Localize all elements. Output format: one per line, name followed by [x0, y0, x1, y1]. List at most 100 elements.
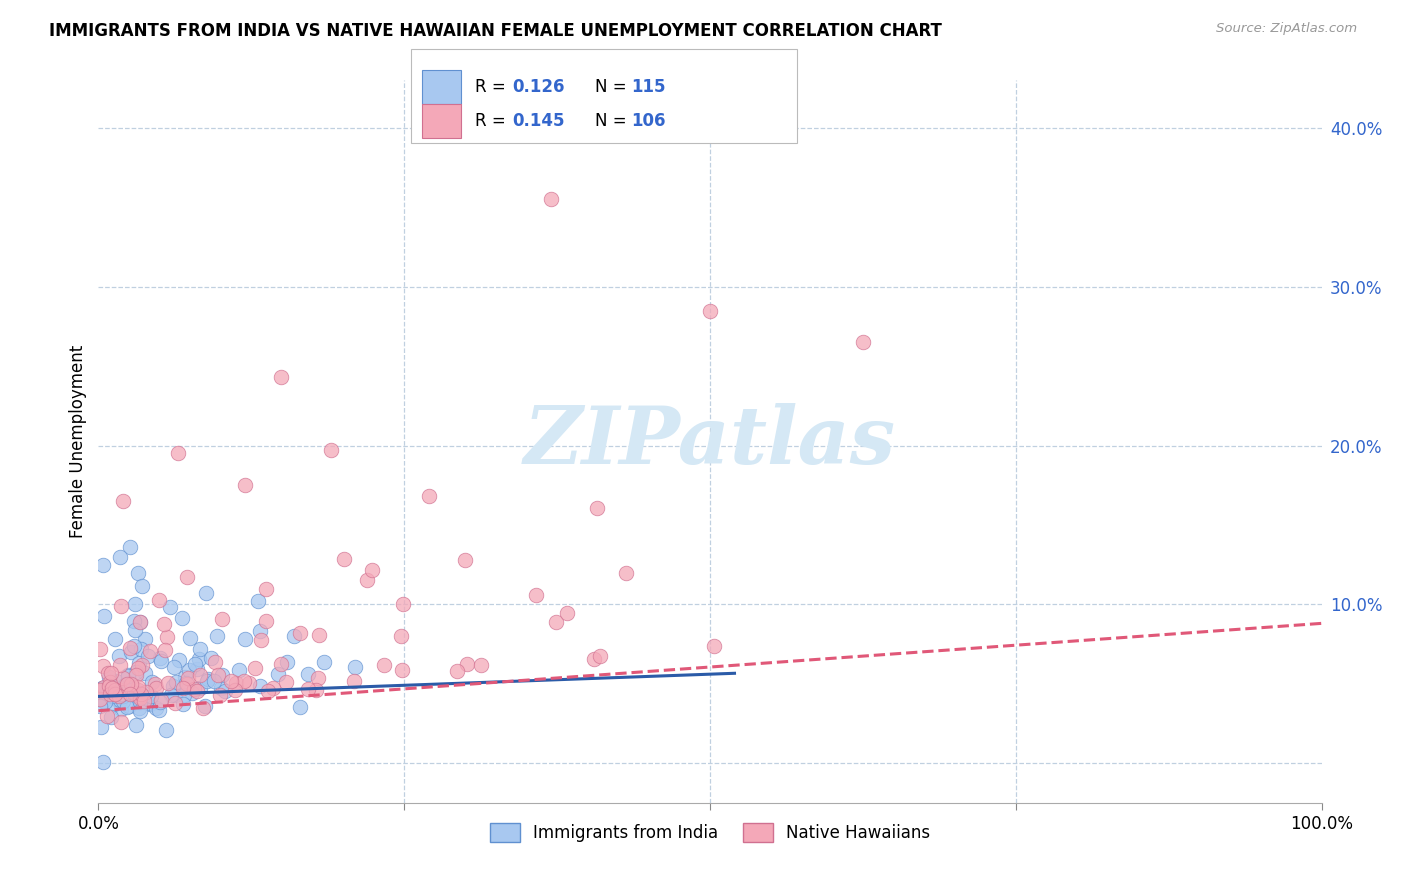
- Point: [157, 676, 180, 690]
- Point: [120, 687, 142, 701]
- Point: [132, 693, 155, 707]
- Point: [209, 681, 232, 696]
- Point: [111, 671, 134, 685]
- Point: [129, 687, 152, 701]
- Point: [207, 667, 229, 681]
- Point: [121, 677, 143, 691]
- Point: [110, 599, 132, 614]
- Point: [117, 667, 139, 681]
- Point: [262, 681, 284, 695]
- Point: [145, 700, 167, 714]
- Point: [97, 684, 120, 698]
- Point: [202, 674, 225, 689]
- Point: [131, 690, 153, 705]
- Point: [91, 755, 114, 769]
- Point: [167, 653, 190, 667]
- Point: [186, 684, 208, 698]
- Point: [852, 335, 875, 350]
- Point: [149, 651, 172, 665]
- Point: [163, 697, 186, 711]
- Point: [145, 681, 167, 695]
- Point: [129, 641, 152, 656]
- Point: [163, 660, 186, 674]
- Point: [108, 692, 131, 706]
- Legend: Immigrants from India, Native Hawaiians: Immigrants from India, Native Hawaiians: [482, 816, 938, 848]
- Point: [373, 658, 395, 673]
- Point: [136, 696, 159, 710]
- Point: [297, 682, 319, 697]
- Point: [333, 552, 356, 566]
- Point: [254, 582, 277, 596]
- Point: [150, 693, 173, 707]
- Point: [97, 686, 120, 700]
- Point: [124, 597, 146, 611]
- Point: [225, 675, 247, 690]
- Point: [589, 649, 612, 664]
- Point: [162, 679, 184, 693]
- Point: [224, 683, 246, 698]
- Point: [454, 553, 477, 567]
- Point: [89, 641, 111, 656]
- Point: [128, 701, 150, 715]
- Point: [127, 660, 149, 674]
- Text: IMMIGRANTS FROM INDIA VS NATIVE HAWAIIAN FEMALE UNEMPLOYMENT CORRELATION CHART: IMMIGRANTS FROM INDIA VS NATIVE HAWAIIAN…: [49, 22, 942, 40]
- Point: [288, 700, 311, 714]
- Point: [141, 675, 163, 690]
- Point: [98, 670, 121, 684]
- Point: [257, 683, 280, 698]
- Point: [233, 478, 256, 492]
- Point: [165, 674, 187, 689]
- Point: [115, 676, 138, 690]
- Point: [89, 698, 111, 713]
- Point: [195, 673, 218, 688]
- Point: [153, 643, 176, 657]
- Point: [115, 700, 138, 714]
- Point: [238, 676, 260, 690]
- Point: [128, 657, 150, 671]
- Point: [128, 615, 150, 630]
- Point: [125, 665, 148, 679]
- Point: [108, 658, 131, 673]
- Point: [392, 597, 415, 611]
- Point: [105, 692, 128, 706]
- Point: [96, 708, 118, 723]
- Point: [129, 615, 152, 629]
- Y-axis label: Female Unemployment: Female Unemployment: [69, 345, 87, 538]
- Text: 0.145: 0.145: [512, 112, 564, 130]
- Point: [172, 697, 194, 711]
- Point: [93, 681, 115, 695]
- Point: [112, 693, 135, 707]
- Point: [110, 683, 132, 698]
- Point: [103, 632, 125, 646]
- Point: [188, 681, 211, 695]
- Point: [343, 673, 366, 688]
- Point: [118, 698, 141, 713]
- Point: [194, 585, 217, 599]
- Point: [179, 631, 201, 645]
- Point: [104, 687, 127, 701]
- Point: [356, 573, 378, 587]
- Point: [139, 689, 162, 703]
- Point: [267, 666, 290, 681]
- Point: [91, 682, 114, 697]
- Point: [150, 654, 173, 668]
- Point: [93, 694, 115, 708]
- Point: [276, 675, 298, 690]
- Point: [101, 689, 124, 703]
- Point: [245, 661, 267, 675]
- Point: [187, 652, 209, 666]
- Point: [360, 563, 382, 577]
- Point: [200, 651, 222, 665]
- Point: [112, 690, 135, 704]
- Point: [98, 688, 121, 702]
- Point: [94, 696, 117, 710]
- Point: [90, 720, 112, 734]
- Point: [183, 681, 205, 696]
- Point: [139, 697, 162, 711]
- Point: [249, 679, 271, 693]
- Point: [143, 676, 166, 690]
- Point: [105, 673, 128, 688]
- Point: [156, 631, 179, 645]
- Point: [446, 664, 468, 678]
- Point: [136, 648, 159, 663]
